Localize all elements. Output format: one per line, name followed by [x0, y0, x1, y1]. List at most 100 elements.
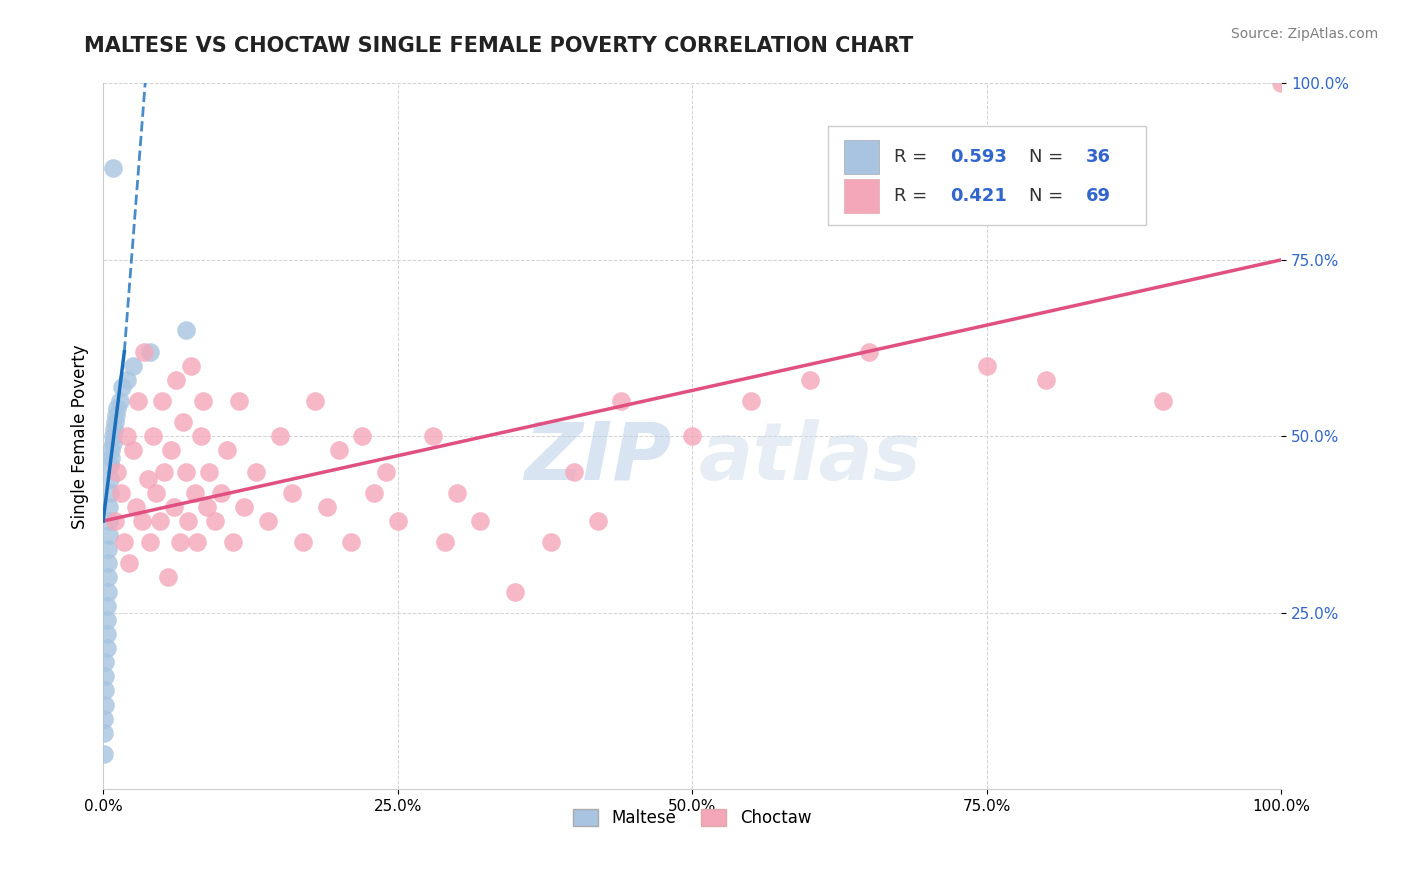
Point — [280, 485, 302, 500]
Point — [269, 429, 291, 443]
Point — [586, 514, 609, 528]
Point — [163, 500, 186, 514]
Point — [184, 485, 207, 500]
Point — [204, 514, 226, 528]
Point — [1270, 77, 1292, 91]
Text: ZIP: ZIP — [524, 418, 672, 497]
Y-axis label: Single Female Poverty: Single Female Poverty — [72, 344, 89, 529]
Text: 0.421: 0.421 — [950, 187, 1007, 205]
Text: 36: 36 — [1085, 148, 1111, 166]
Point — [363, 485, 385, 500]
Point — [339, 535, 361, 549]
Point — [145, 485, 167, 500]
Point — [468, 514, 491, 528]
Point — [195, 500, 218, 514]
Point — [94, 655, 117, 669]
Point — [97, 570, 120, 584]
Point — [245, 465, 267, 479]
Point — [222, 535, 245, 549]
Point — [190, 429, 212, 443]
Point — [165, 373, 187, 387]
Point — [304, 394, 326, 409]
Point — [562, 465, 585, 479]
Point — [976, 359, 998, 373]
Point — [93, 747, 115, 761]
Point — [105, 401, 128, 416]
Point — [352, 429, 374, 443]
Point — [105, 408, 128, 422]
Point — [446, 485, 468, 500]
Point — [98, 514, 121, 528]
Point — [1035, 373, 1057, 387]
Point — [186, 535, 208, 549]
Point — [233, 500, 256, 514]
Point — [104, 514, 127, 528]
Bar — [844, 140, 879, 174]
Point — [174, 323, 197, 337]
Point — [131, 514, 153, 528]
Point — [98, 528, 121, 542]
Point — [96, 613, 118, 627]
Point — [97, 584, 120, 599]
Point — [610, 394, 633, 409]
Point — [93, 725, 115, 739]
Point — [111, 380, 134, 394]
Point — [172, 415, 194, 429]
Point — [193, 394, 215, 409]
Point — [94, 698, 117, 712]
Point — [180, 359, 202, 373]
Point — [422, 429, 444, 443]
Point — [100, 450, 122, 465]
Point — [505, 584, 527, 599]
Text: 0.593: 0.593 — [950, 148, 1007, 166]
Point — [681, 429, 703, 443]
Point — [292, 535, 315, 549]
Point — [101, 161, 124, 175]
Point — [103, 422, 125, 436]
Point — [105, 465, 128, 479]
Point — [104, 415, 127, 429]
Point — [160, 443, 183, 458]
Point — [94, 683, 117, 698]
Text: R =: R = — [894, 187, 932, 205]
Point — [97, 557, 120, 571]
Point — [257, 514, 280, 528]
Point — [316, 500, 339, 514]
Point — [98, 500, 121, 514]
Point — [142, 429, 165, 443]
Point — [125, 500, 148, 514]
Point — [118, 557, 141, 571]
Point — [98, 485, 121, 500]
Point — [121, 443, 143, 458]
Point — [433, 535, 456, 549]
Point — [799, 373, 821, 387]
Point — [374, 465, 396, 479]
Point — [96, 599, 118, 613]
Point — [96, 627, 118, 641]
Text: N =: N = — [1029, 148, 1069, 166]
Point — [156, 570, 179, 584]
Point — [101, 429, 124, 443]
Point — [740, 394, 762, 409]
Point — [115, 429, 138, 443]
Point — [139, 344, 162, 359]
FancyBboxPatch shape — [828, 126, 1146, 225]
Point — [228, 394, 250, 409]
Point — [1152, 394, 1174, 409]
Point — [98, 458, 121, 472]
Text: Source: ZipAtlas.com: Source: ZipAtlas.com — [1230, 27, 1378, 41]
Point — [139, 535, 162, 549]
Point — [108, 394, 131, 409]
Point — [209, 485, 232, 500]
Text: N =: N = — [1029, 187, 1069, 205]
Point — [110, 485, 132, 500]
Point — [540, 535, 562, 549]
Point — [858, 344, 880, 359]
Point — [174, 465, 197, 479]
Point — [169, 535, 191, 549]
Legend: Maltese, Choctaw: Maltese, Choctaw — [567, 802, 818, 834]
Point — [136, 472, 159, 486]
Point — [387, 514, 409, 528]
Point — [198, 465, 221, 479]
Point — [153, 465, 176, 479]
